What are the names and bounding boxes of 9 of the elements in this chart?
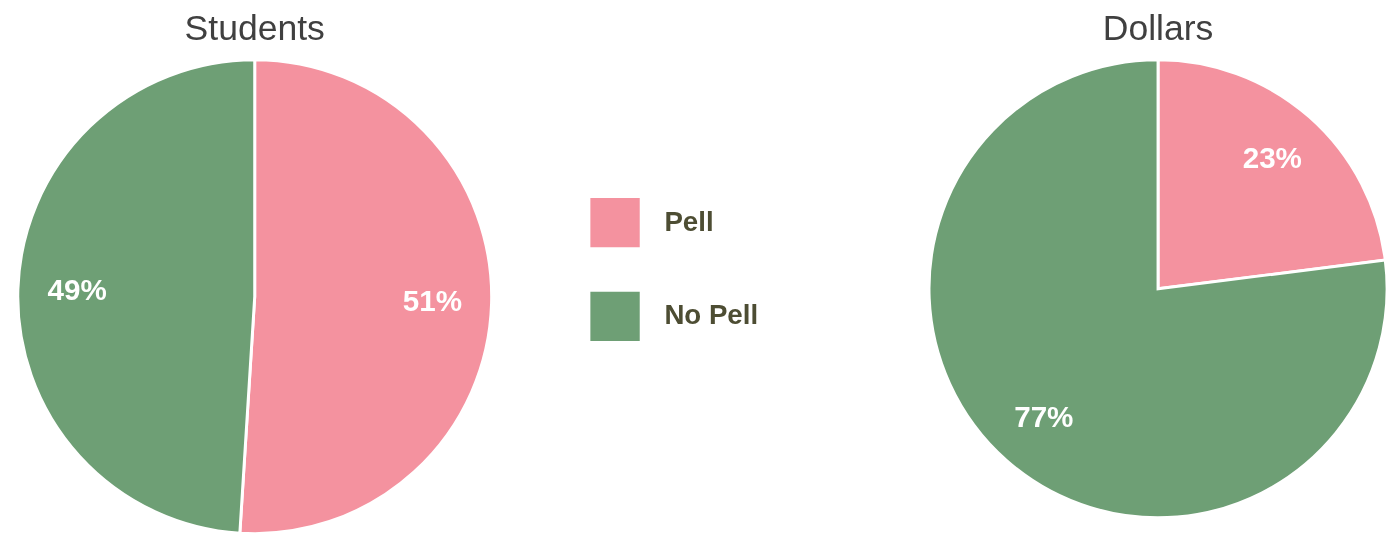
- data-label: 51%: [402, 284, 462, 318]
- chart-title: Dollars: [1102, 7, 1214, 48]
- data-label: 49%: [47, 272, 107, 306]
- legend-label: Pell: [664, 205, 714, 237]
- data-label: 23%: [1242, 141, 1302, 175]
- chart-title: Students: [184, 7, 325, 48]
- legend-label: No Pell: [664, 299, 759, 331]
- pie-slice: [927, 58, 1389, 520]
- data-label: 77%: [1014, 400, 1074, 434]
